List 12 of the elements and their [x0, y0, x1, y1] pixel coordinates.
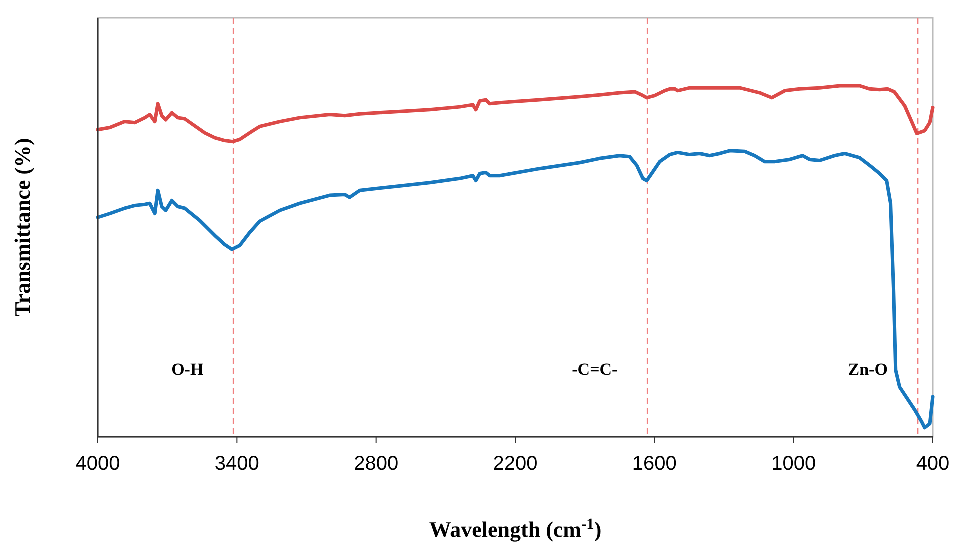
x-tick-label: 2800: [354, 453, 399, 475]
x-axis-title: Wavelength (cm$^{-1}$): [429, 516, 602, 542]
ref-line-label: -C=C-: [572, 360, 618, 379]
x-tick-label: 4000: [76, 453, 120, 475]
x-tick-label: 2200: [493, 453, 538, 475]
x-tick-label: 3400: [214, 453, 260, 475]
y-axis-title: Transmittance (%): [10, 138, 35, 317]
x-tick-label: 1000: [772, 453, 816, 475]
ref-line-label: Zn-O: [848, 360, 888, 379]
x-tick-label: 400: [916, 453, 950, 475]
ref-line-label: O-H: [172, 360, 204, 379]
x-tick-label: 1600: [632, 453, 677, 475]
